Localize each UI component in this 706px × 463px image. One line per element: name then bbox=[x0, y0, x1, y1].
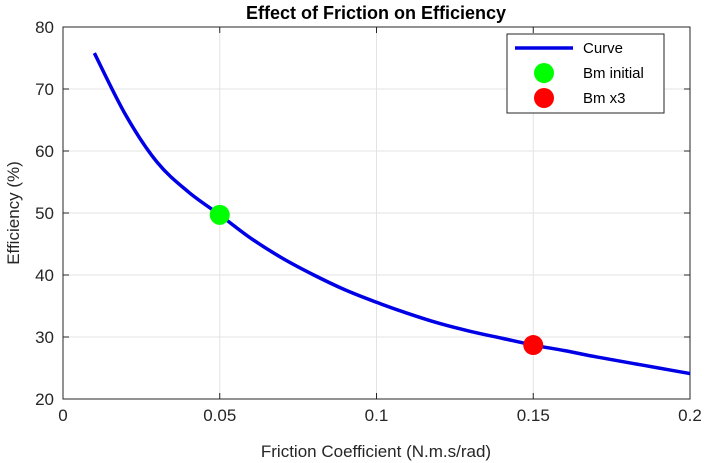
x-tick-label: 0 bbox=[58, 406, 67, 425]
y-tick-label: 60 bbox=[35, 142, 54, 161]
y-tick-label: 70 bbox=[35, 80, 54, 99]
data-point-bm-initial bbox=[209, 204, 230, 225]
legend-swatch-bm-x3 bbox=[534, 88, 554, 108]
y-tick-label: 80 bbox=[35, 18, 54, 37]
x-tick-label: 0.2 bbox=[678, 406, 702, 425]
chart-title: Effect of Friction on Efficiency bbox=[246, 3, 506, 23]
y-tick-label: 40 bbox=[35, 266, 54, 285]
y-axis-label: Efficiency (%) bbox=[4, 161, 23, 265]
x-tick-label: 0.1 bbox=[365, 406, 389, 425]
legend-label: Bm x3 bbox=[583, 90, 626, 107]
x-tick-label: 0.05 bbox=[203, 406, 236, 425]
data-point-bm-x3 bbox=[523, 335, 544, 356]
y-tick-label: 30 bbox=[35, 328, 54, 347]
legend-swatch-bm-initial bbox=[534, 63, 554, 83]
x-tick-label: 0.15 bbox=[517, 406, 550, 425]
series-line-curve bbox=[92, 52, 691, 376]
legend-label: Curve bbox=[583, 40, 623, 57]
y-tick-label: 20 bbox=[35, 390, 54, 409]
x-axis-label: Friction Coefficient (N.m.s/rad) bbox=[261, 442, 491, 461]
y-tick-label: 50 bbox=[35, 204, 54, 223]
series-layer bbox=[92, 52, 691, 376]
ticks: 0 0.05 0.1 0.15 0.2 20 30 40 50 60 70 80 bbox=[35, 18, 702, 425]
legend: Curve Bm initial Bm x3 bbox=[506, 33, 665, 114]
legend-label: Bm initial bbox=[583, 65, 644, 82]
